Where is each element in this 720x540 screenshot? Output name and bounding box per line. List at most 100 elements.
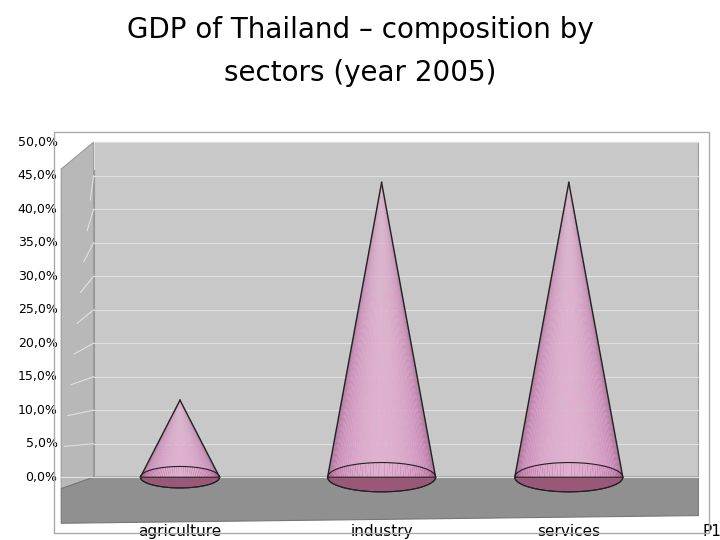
Polygon shape — [560, 183, 569, 477]
Polygon shape — [145, 400, 180, 477]
Polygon shape — [140, 400, 180, 477]
Polygon shape — [143, 400, 180, 477]
Polygon shape — [569, 183, 613, 477]
Polygon shape — [522, 183, 569, 477]
Polygon shape — [382, 183, 413, 477]
Polygon shape — [180, 400, 217, 477]
Text: 10,0%: 10,0% — [18, 404, 58, 417]
Polygon shape — [140, 467, 220, 477]
Polygon shape — [180, 400, 215, 477]
Polygon shape — [140, 400, 180, 477]
Polygon shape — [180, 400, 211, 477]
Polygon shape — [569, 183, 591, 477]
Polygon shape — [528, 183, 569, 477]
Polygon shape — [569, 183, 621, 477]
Polygon shape — [350, 183, 382, 477]
Text: 50,0%: 50,0% — [17, 136, 58, 148]
Polygon shape — [517, 183, 569, 477]
Polygon shape — [519, 183, 569, 477]
Polygon shape — [157, 400, 180, 477]
Polygon shape — [336, 183, 382, 477]
Polygon shape — [569, 183, 575, 477]
Polygon shape — [176, 400, 180, 477]
Text: 5,0%: 5,0% — [26, 437, 58, 450]
Polygon shape — [382, 183, 431, 477]
Polygon shape — [382, 183, 415, 477]
Polygon shape — [145, 400, 180, 477]
Polygon shape — [61, 477, 698, 523]
Polygon shape — [180, 400, 216, 477]
Polygon shape — [180, 400, 190, 477]
Polygon shape — [515, 183, 569, 477]
Text: 35,0%: 35,0% — [18, 236, 58, 249]
Polygon shape — [382, 183, 422, 477]
Polygon shape — [180, 400, 208, 477]
Polygon shape — [382, 183, 384, 477]
Polygon shape — [160, 400, 180, 477]
Polygon shape — [180, 400, 188, 477]
Polygon shape — [150, 400, 180, 477]
Polygon shape — [382, 183, 395, 477]
Text: services: services — [537, 524, 600, 539]
Polygon shape — [338, 183, 382, 477]
Polygon shape — [569, 183, 605, 477]
Polygon shape — [147, 400, 180, 477]
Polygon shape — [549, 183, 569, 477]
Polygon shape — [533, 183, 569, 477]
Polygon shape — [180, 400, 213, 477]
Text: 20,0%: 20,0% — [18, 337, 58, 350]
Polygon shape — [172, 400, 180, 477]
Text: GDP of Thailand – composition by: GDP of Thailand – composition by — [127, 16, 593, 44]
Polygon shape — [569, 183, 607, 477]
Polygon shape — [180, 400, 217, 477]
Polygon shape — [382, 183, 436, 477]
Polygon shape — [569, 183, 600, 477]
Polygon shape — [140, 477, 220, 488]
Polygon shape — [382, 183, 387, 477]
Polygon shape — [546, 183, 569, 477]
Polygon shape — [569, 183, 619, 477]
Polygon shape — [141, 400, 180, 477]
Polygon shape — [352, 183, 382, 477]
Polygon shape — [359, 183, 382, 477]
Polygon shape — [348, 183, 382, 477]
Polygon shape — [331, 183, 382, 477]
Polygon shape — [521, 183, 569, 477]
Polygon shape — [142, 400, 180, 477]
Polygon shape — [382, 183, 436, 477]
Polygon shape — [382, 183, 433, 477]
Polygon shape — [180, 400, 220, 477]
Polygon shape — [569, 183, 614, 477]
Polygon shape — [340, 183, 382, 477]
Text: 30,0%: 30,0% — [18, 269, 58, 283]
Polygon shape — [515, 477, 623, 492]
Polygon shape — [382, 183, 428, 477]
Polygon shape — [164, 400, 180, 477]
Polygon shape — [531, 183, 569, 477]
Polygon shape — [328, 477, 436, 492]
Polygon shape — [153, 400, 180, 477]
Polygon shape — [382, 183, 404, 477]
Polygon shape — [379, 183, 382, 477]
Polygon shape — [362, 183, 382, 477]
Polygon shape — [357, 183, 382, 477]
Bar — [54, 132, 709, 533]
Polygon shape — [382, 183, 398, 477]
Polygon shape — [544, 183, 569, 477]
Polygon shape — [143, 400, 180, 477]
Polygon shape — [535, 183, 569, 477]
Polygon shape — [180, 400, 182, 477]
Polygon shape — [174, 400, 180, 477]
Polygon shape — [555, 183, 569, 477]
Polygon shape — [382, 183, 426, 477]
Polygon shape — [168, 400, 180, 477]
Polygon shape — [376, 183, 382, 477]
Polygon shape — [569, 183, 582, 477]
Polygon shape — [569, 183, 598, 477]
Polygon shape — [382, 183, 401, 477]
Polygon shape — [569, 183, 618, 477]
Polygon shape — [180, 400, 192, 477]
Polygon shape — [518, 183, 569, 477]
Polygon shape — [180, 400, 219, 477]
Polygon shape — [162, 400, 180, 477]
